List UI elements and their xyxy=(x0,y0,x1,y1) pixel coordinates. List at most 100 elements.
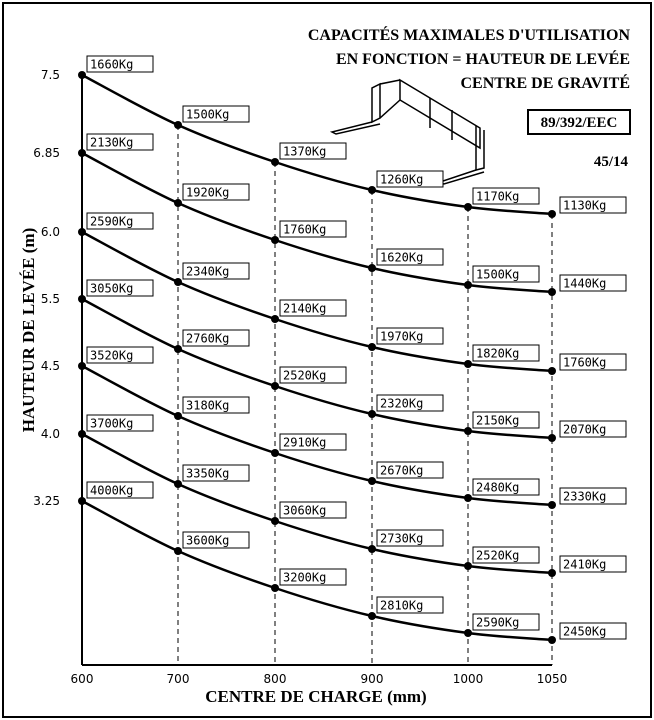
x-tick-label: 900 xyxy=(361,672,384,686)
value-label: 2330Kg xyxy=(563,490,606,504)
load-point xyxy=(78,362,86,370)
value-label-group: 3180Kg xyxy=(182,396,250,414)
value-label-box xyxy=(376,327,444,345)
value-label: 1500Kg xyxy=(186,108,229,122)
x-tick-label: 1050 xyxy=(537,672,568,686)
value-label-group: 2070Kg xyxy=(559,420,627,438)
load-point xyxy=(78,149,86,157)
value-label: 2730Kg xyxy=(380,532,423,546)
load-point xyxy=(464,427,472,435)
value-label: 2910Kg xyxy=(283,436,326,450)
load-point xyxy=(464,494,472,502)
x-tick-label: 800 xyxy=(264,672,287,686)
value-label-group: 1660Kg xyxy=(86,55,154,73)
value-label-box xyxy=(279,501,347,519)
value-label: 2320Kg xyxy=(380,397,423,411)
value-label-group: 2130Kg xyxy=(86,133,154,151)
value-label-group: 1970Kg xyxy=(376,327,444,345)
value-label-box xyxy=(376,529,444,547)
x-tick-label: 600 xyxy=(71,672,94,686)
value-label-group: 3700Kg xyxy=(86,414,154,432)
load-point xyxy=(464,360,472,368)
value-label: 2760Kg xyxy=(186,332,229,346)
value-label-group: 2590Kg xyxy=(86,212,154,230)
value-label-group: 3600Kg xyxy=(182,531,250,549)
value-label-box xyxy=(86,279,154,297)
value-label-group: 1440Kg xyxy=(559,274,627,292)
title-line: EN FONCTION = HAUTEUR DE LEVÉE xyxy=(336,49,630,68)
height-label: 7.5 xyxy=(41,68,60,82)
value-label-box xyxy=(182,396,250,414)
height-label: 4.5 xyxy=(41,359,60,373)
value-label-box xyxy=(559,274,627,292)
value-label-box xyxy=(559,196,627,214)
value-label-box xyxy=(86,481,154,499)
value-label-group: 1170Kg xyxy=(472,187,540,205)
value-label: 1130Kg xyxy=(563,199,606,213)
load-point xyxy=(174,480,182,488)
standard-box xyxy=(527,109,631,135)
title-line: CENTRE DE GRAVITÉ xyxy=(460,73,630,92)
value-label: 1440Kg xyxy=(563,277,606,291)
value-label: 2140Kg xyxy=(283,302,326,316)
load-point xyxy=(174,412,182,420)
value-label-box xyxy=(376,596,444,614)
value-label: 2150Kg xyxy=(476,414,519,428)
load-point xyxy=(271,517,279,525)
value-label-box xyxy=(559,420,627,438)
value-label: 1370Kg xyxy=(283,145,326,159)
load-point xyxy=(548,367,556,375)
value-label-group: 1260Kg xyxy=(376,170,444,188)
load-curve xyxy=(81,297,553,440)
load-curve xyxy=(81,230,553,373)
value-label: 3050Kg xyxy=(90,282,133,296)
load-point xyxy=(271,315,279,323)
value-label: 1820Kg xyxy=(476,347,519,361)
value-label-group: 1500Kg xyxy=(182,105,250,123)
load-point xyxy=(368,186,376,194)
value-label-box xyxy=(182,531,250,549)
value-label-box xyxy=(472,478,540,496)
load-point xyxy=(368,264,376,272)
x-tick-label: 700 xyxy=(167,672,190,686)
value-label-group: 1820Kg xyxy=(472,344,540,362)
value-label-box xyxy=(86,212,154,230)
value-label: 2670Kg xyxy=(380,464,423,478)
value-label: 1970Kg xyxy=(380,330,423,344)
height-label: 3.25 xyxy=(33,494,60,508)
value-label-box xyxy=(279,142,347,160)
value-label: 3060Kg xyxy=(283,504,326,518)
load-point xyxy=(368,612,376,620)
title-line: CAPACITÉS MAXIMALES D'UTILISATION xyxy=(308,25,631,44)
load-curve xyxy=(81,73,553,216)
value-label-group: 2760Kg xyxy=(182,329,250,347)
height-label: 4.0 xyxy=(41,427,60,441)
value-label: 2590Kg xyxy=(90,215,133,229)
value-label-box xyxy=(182,329,250,347)
value-label-group: 2330Kg xyxy=(559,487,627,505)
load-point xyxy=(464,562,472,570)
value-label-box xyxy=(472,265,540,283)
value-label-group: 2910Kg xyxy=(279,433,347,451)
value-label: 3600Kg xyxy=(186,534,229,548)
value-label-group: 2320Kg xyxy=(376,394,444,412)
load-curve xyxy=(81,364,553,507)
value-label-box xyxy=(376,248,444,266)
x-tick-label: 1000 xyxy=(453,672,484,686)
value-label-box xyxy=(472,187,540,205)
value-label: 3350Kg xyxy=(186,467,229,481)
value-label: 2520Kg xyxy=(283,369,326,383)
load-point xyxy=(271,158,279,166)
value-label-group: 2480Kg xyxy=(472,478,540,496)
load-point xyxy=(548,210,556,218)
load-point xyxy=(78,71,86,79)
value-label-box xyxy=(376,170,444,188)
value-label-group: 3520Kg xyxy=(86,346,154,364)
code: 45/14 xyxy=(594,154,629,170)
load-point xyxy=(464,203,472,211)
load-point xyxy=(174,547,182,555)
value-label: 1920Kg xyxy=(186,186,229,200)
value-label-box xyxy=(559,353,627,371)
value-label: 2410Kg xyxy=(563,558,606,572)
